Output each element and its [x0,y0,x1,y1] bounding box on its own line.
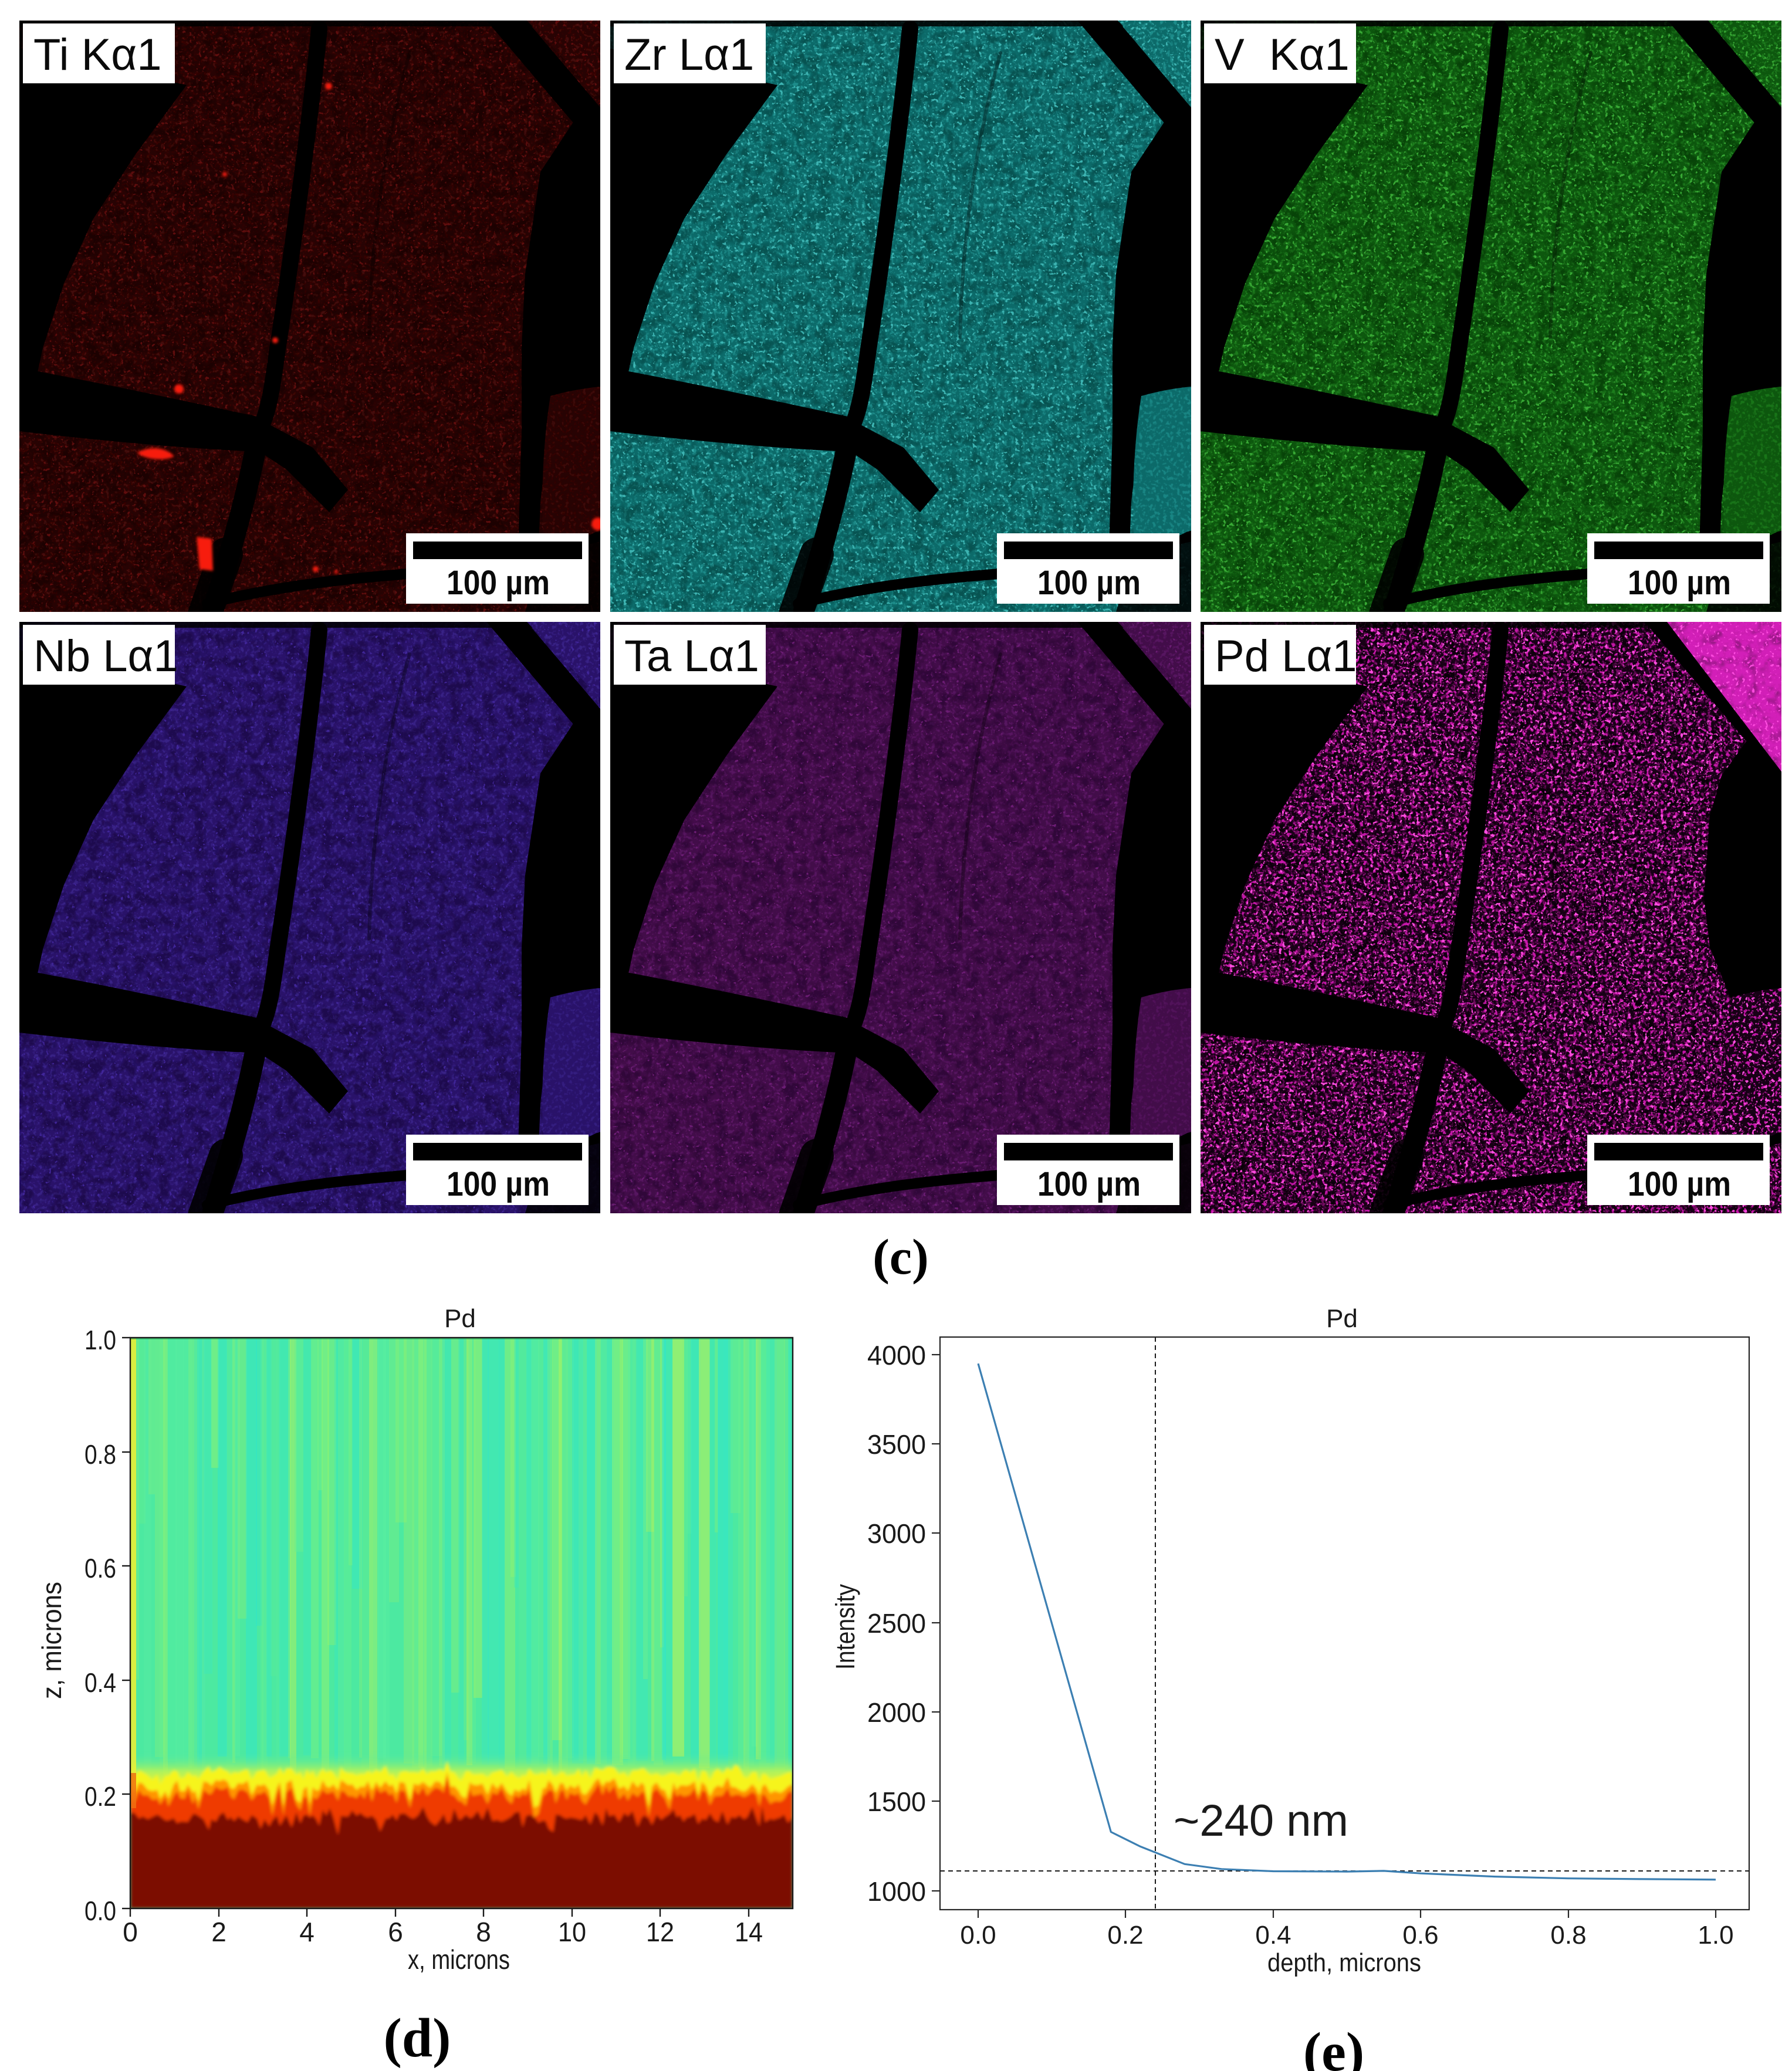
svg-text:6: 6 [388,1917,403,1947]
svg-text:0.4: 0.4 [1255,1921,1291,1950]
svg-text:0.0: 0.0 [960,1921,996,1950]
svg-text:Pd: Pd [444,1308,476,1333]
svg-text:Pd: Pd [1326,1308,1358,1333]
svg-text:100 µm: 100 µm [1628,564,1731,602]
svg-text:1.0: 1.0 [1698,1921,1733,1950]
svg-text:2000: 2000 [867,1697,926,1728]
svg-text:2500: 2500 [867,1608,926,1639]
svg-text:0.4: 0.4 [84,1667,116,1698]
svg-text:14: 14 [735,1917,763,1947]
svg-text:3000: 3000 [867,1518,926,1549]
svg-text:10: 10 [558,1917,586,1947]
svg-text:Nb Lα1: Nb Lα1 [33,631,178,681]
svg-text:4: 4 [299,1917,315,1947]
svg-text:Ta Lα1: Ta Lα1 [624,631,759,681]
svg-text:z, microns: z, microns [36,1582,67,1699]
svg-text:1000: 1000 [867,1876,926,1907]
svg-text:12: 12 [646,1917,674,1947]
svg-text:100 µm: 100 µm [447,564,550,602]
svg-text:Pd Lα1: Pd Lα1 [1215,631,1357,681]
svg-text:Ti Kα1: Ti Kα1 [33,30,162,80]
svg-text:depth, microns: depth, microns [1267,1948,1421,1977]
svg-text:0.8: 0.8 [1550,1921,1586,1950]
svg-text:Zr Lα1: Zr Lα1 [624,30,754,80]
svg-text:100 µm: 100 µm [1628,1165,1731,1203]
svg-text:x, microns: x, microns [408,1944,510,1975]
svg-text:0: 0 [123,1917,138,1947]
svg-text:0.6: 0.6 [84,1553,116,1583]
svg-text:100 µm: 100 µm [1037,564,1141,602]
svg-text:1.0: 1.0 [84,1325,116,1355]
svg-text:8: 8 [476,1917,491,1947]
svg-text:0.0: 0.0 [84,1896,116,1926]
svg-text:2: 2 [211,1917,226,1947]
svg-text:~240 nm: ~240 nm [1174,1796,1348,1846]
svg-text:1500: 1500 [867,1786,926,1817]
svg-text:V Kα1: V Kα1 [1215,30,1350,80]
svg-text:100 µm: 100 µm [1037,1165,1141,1203]
svg-text:0.8: 0.8 [84,1439,116,1470]
svg-text:100 µm: 100 µm [447,1165,550,1203]
svg-text:0.2: 0.2 [84,1781,116,1812]
svg-text:Intensity: Intensity [830,1584,860,1670]
svg-text:0.2: 0.2 [1107,1921,1143,1950]
svg-text:3500: 3500 [867,1429,926,1460]
svg-text:4000: 4000 [867,1340,926,1370]
svg-text:0.6: 0.6 [1402,1921,1438,1950]
